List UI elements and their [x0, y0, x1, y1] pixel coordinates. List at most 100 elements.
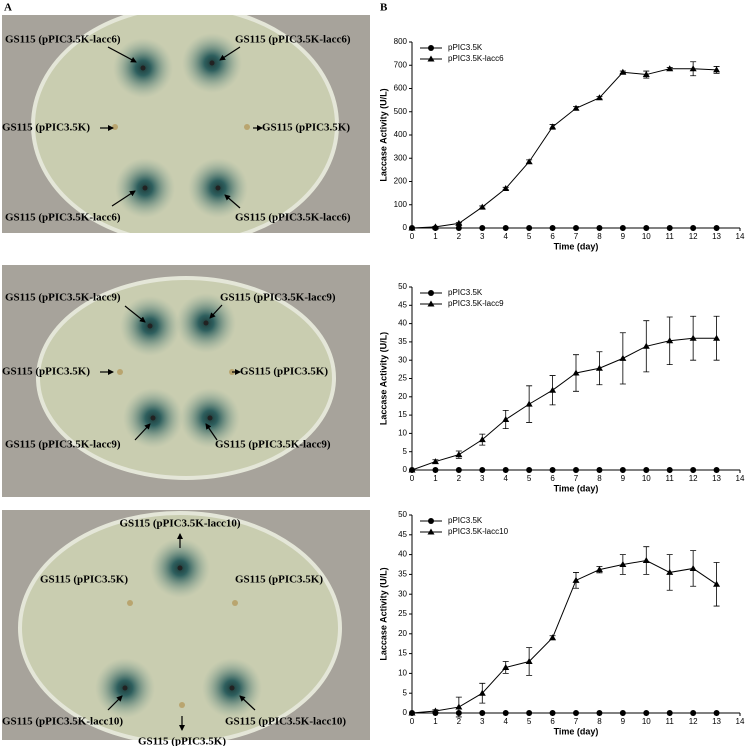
- marker: [596, 467, 603, 473]
- marker: [573, 225, 579, 231]
- marker: [642, 557, 650, 564]
- y-tick-label: 5: [403, 688, 408, 697]
- x-tick-label: 13: [712, 474, 721, 483]
- marker: [549, 123, 557, 130]
- marker: [595, 364, 603, 371]
- series-line: [411, 337, 717, 471]
- colony: [127, 600, 133, 606]
- x-tick-label: 3: [480, 474, 485, 483]
- x-tick-label: 1: [433, 474, 438, 483]
- y-tick-label: 500: [394, 107, 408, 116]
- x-tick-label: 4: [503, 232, 508, 241]
- colony: [122, 685, 128, 691]
- marker: [666, 710, 673, 716]
- marker: [619, 467, 626, 473]
- marker: [525, 400, 533, 407]
- plate-label: GS115 (pPIC3.5K): [138, 736, 226, 746]
- x-tick-label: 3: [480, 232, 485, 241]
- marker: [549, 710, 556, 716]
- plate-label: GS115 (pPIC3.5K): [262, 122, 350, 134]
- x-tick-label: 14: [736, 474, 745, 483]
- arrow: [134, 423, 151, 441]
- marker: [525, 158, 533, 165]
- panel-label: B: [380, 2, 388, 14]
- y-tick-label: 25: [398, 609, 407, 618]
- legend-label: pPIC3.5K: [448, 288, 483, 297]
- marker: [619, 68, 627, 75]
- marker: [713, 66, 721, 73]
- marker: [478, 436, 486, 443]
- marker: [572, 369, 580, 376]
- colony: [207, 415, 213, 421]
- marker: [432, 467, 439, 473]
- marker: [455, 467, 462, 473]
- plate-label: GS115 (pPIC3.5K-lacc6): [5, 212, 121, 224]
- legend-marker: [428, 290, 434, 296]
- x-tick-label: 9: [621, 474, 626, 483]
- y-tick-label: 30: [398, 355, 407, 364]
- marker: [526, 225, 533, 231]
- y-tick-label: 300: [394, 153, 408, 162]
- marker: [549, 225, 556, 231]
- x-tick-label: 11: [666, 474, 675, 483]
- arrow: [124, 305, 146, 323]
- colony: [179, 702, 185, 708]
- marker: [713, 710, 720, 716]
- marker: [431, 223, 439, 230]
- y-axis-label: Laccase Activity (U/L): [378, 88, 388, 181]
- x-tick-label: 12: [689, 474, 698, 483]
- marker: [690, 225, 697, 231]
- y-tick-label: 15: [398, 410, 407, 419]
- marker: [573, 710, 579, 716]
- marker: [455, 451, 463, 458]
- plate-photo: [2, 510, 370, 740]
- marker: [502, 663, 510, 670]
- arrow: [107, 46, 137, 63]
- marker: [526, 467, 533, 473]
- x-tick-label: 14: [736, 232, 745, 241]
- x-tick-label: 2: [457, 717, 462, 726]
- legend-label: pPIC3.5K-lacc9: [448, 299, 504, 308]
- marker: [666, 337, 674, 344]
- colony: [142, 185, 148, 191]
- x-axis-label: Time (day): [554, 241, 599, 251]
- x-tick-label: 5: [527, 717, 532, 726]
- marker: [642, 342, 650, 349]
- x-tick-label: 8: [597, 232, 602, 241]
- colony: [147, 323, 153, 329]
- marker: [689, 334, 697, 341]
- marker: [526, 710, 533, 716]
- plate-label: GS115 (pPIC3.5K): [2, 122, 90, 134]
- y-tick-label: 400: [394, 130, 408, 139]
- marker: [479, 225, 486, 231]
- colony: [177, 565, 183, 571]
- y-tick-label: 10: [398, 669, 407, 678]
- x-tick-label: 11: [666, 717, 675, 726]
- y-tick-label: 0: [403, 465, 408, 474]
- plate-label: GS115 (pPIC3.5K-lacc9): [220, 292, 336, 304]
- plate-label: GS115 (pPIC3.5K-lacc10): [225, 716, 346, 728]
- x-tick-label: 4: [503, 474, 508, 483]
- y-tick-label: 700: [394, 60, 408, 69]
- marker: [666, 65, 674, 72]
- marker: [478, 689, 486, 696]
- marker: [642, 71, 650, 78]
- plate-photo: [2, 15, 370, 233]
- marker: [502, 467, 509, 473]
- marker: [713, 225, 720, 231]
- marker: [431, 707, 439, 714]
- marker: [713, 580, 721, 587]
- colony: [117, 369, 123, 375]
- arrow: [239, 695, 256, 711]
- marker: [502, 710, 509, 716]
- x-tick-label: 0: [410, 717, 415, 726]
- colony: [229, 685, 235, 691]
- colony: [209, 60, 215, 66]
- plate-label: GS115 (pPIC3.5K-lacc6): [235, 34, 351, 46]
- marker: [502, 415, 510, 422]
- panel-label: A: [4, 2, 12, 14]
- x-tick-label: 6: [550, 474, 555, 483]
- y-tick-label: 5: [403, 447, 408, 456]
- marker: [643, 710, 650, 716]
- plate-label: GS115 (pPIC3.5K): [2, 366, 90, 378]
